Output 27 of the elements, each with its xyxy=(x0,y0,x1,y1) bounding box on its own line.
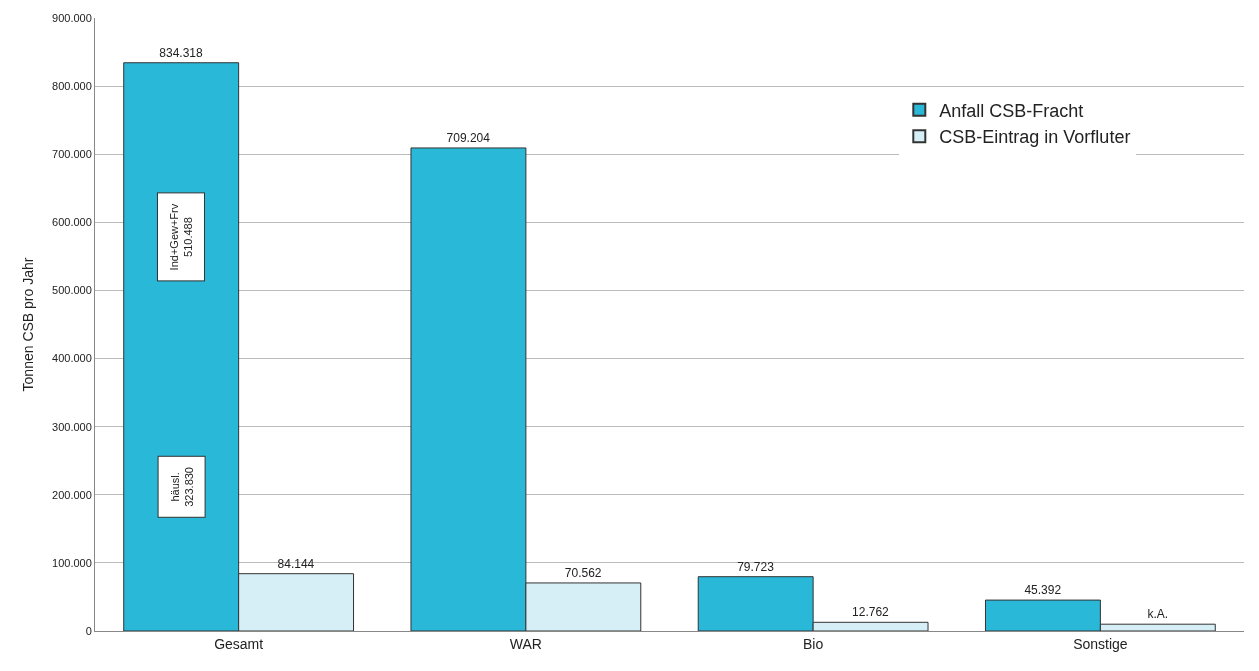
y-axis-title: Tonnen CSB pro Jahr xyxy=(19,257,36,392)
y-tick-label: 100.000 xyxy=(52,556,92,569)
x-tick-label: Sonstige xyxy=(1073,635,1128,652)
data-label: 45.392 xyxy=(1024,583,1062,598)
data-label: 709.204 xyxy=(446,130,491,145)
data-label: k.A. xyxy=(1147,607,1169,622)
y-tick-label: 300.000 xyxy=(52,420,92,433)
y-tick-label: 600.000 xyxy=(52,216,92,229)
y-tick-label: 400.000 xyxy=(52,352,92,365)
x-tick-label: Bio xyxy=(803,635,824,652)
annotation: Ind+Gew+Frv 510.488 xyxy=(167,203,195,271)
y-tick-label: 500.000 xyxy=(52,284,92,297)
data-label: 12.762 xyxy=(852,605,890,620)
annotation: häusl. 323.830 xyxy=(168,467,195,507)
y-tick-label: 200.000 xyxy=(52,488,92,501)
legend-label: Anfall CSB-Fracht xyxy=(939,100,1084,121)
x-tick-label: WAR xyxy=(509,635,542,652)
legend-label: CSB-Eintrag in Vorfluter xyxy=(939,127,1131,148)
data-label: 834.318 xyxy=(159,45,204,60)
data-label: 84.144 xyxy=(277,556,315,571)
data-label: 79.723 xyxy=(737,559,775,574)
y-tick-label: 700.000 xyxy=(52,148,92,161)
y-tick-label: 900.000 xyxy=(52,11,92,24)
x-tick-label: Gesamt xyxy=(214,635,264,652)
data-label: 70.562 xyxy=(564,565,602,580)
y-tick-label: 0 xyxy=(85,624,92,637)
y-tick-label: 800.000 xyxy=(52,79,92,92)
